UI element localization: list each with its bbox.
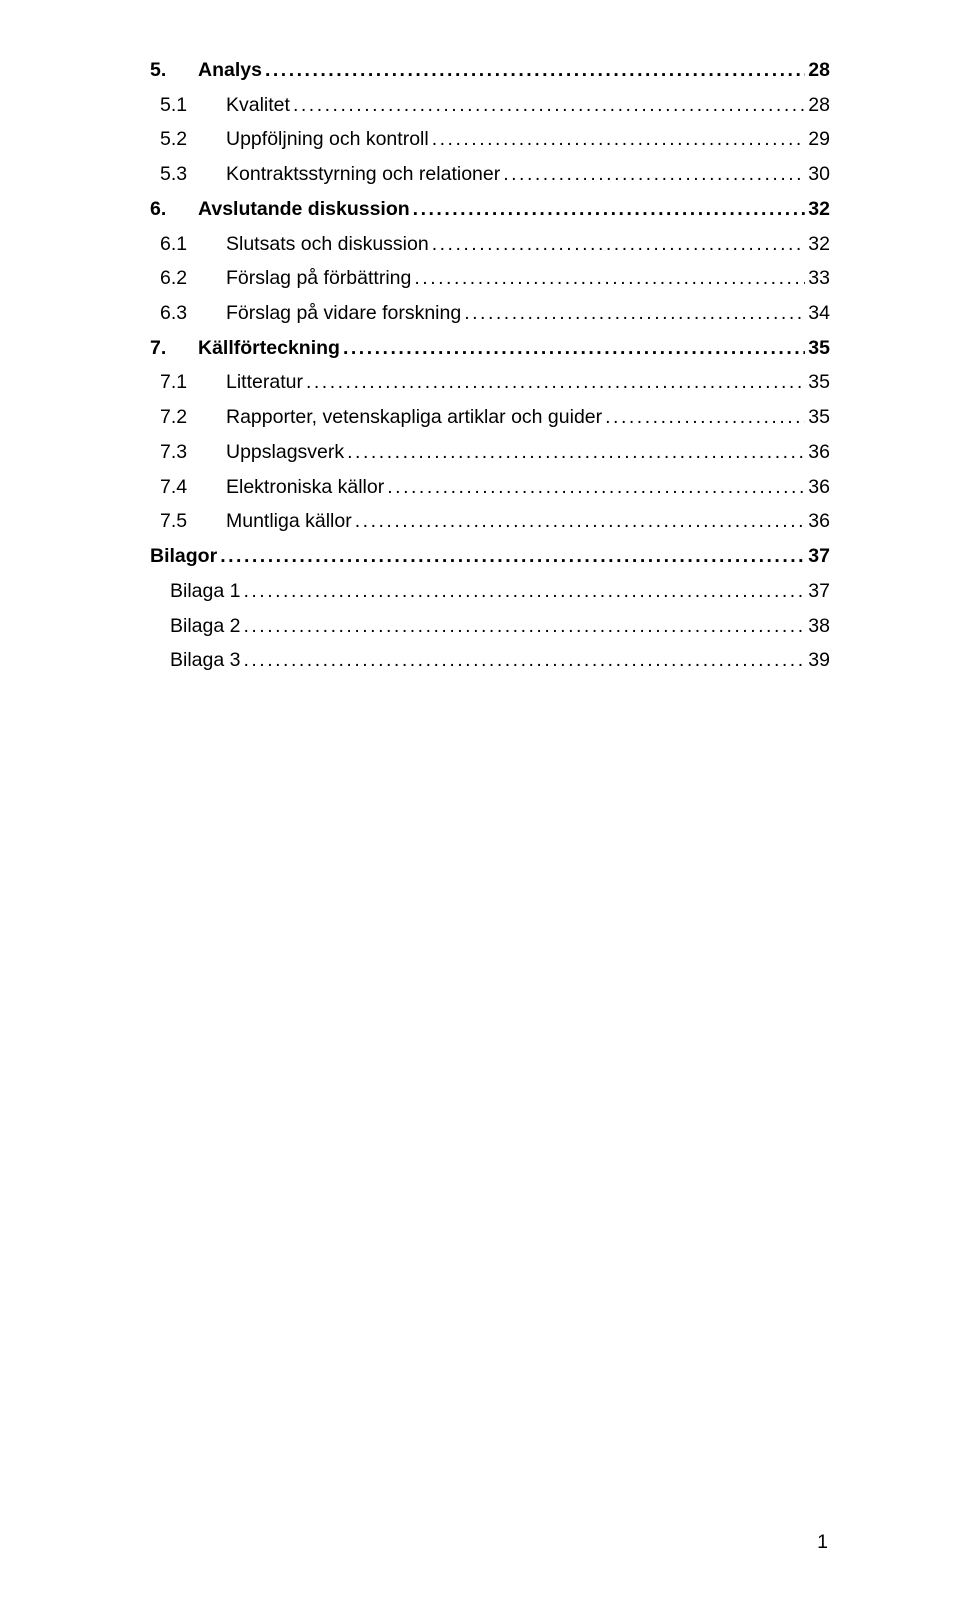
toc-leader-dots: ........................................… (605, 402, 805, 432)
toc-entry-page: 36 (808, 437, 830, 467)
toc-entry-title: Förslag på förbättring (226, 263, 411, 293)
toc-entry-title: Bilaga 2 (170, 611, 240, 641)
toc-entry-page: 28 (808, 55, 830, 85)
toc-entry: 7.Källförteckning.......................… (150, 333, 830, 363)
toc-entry-number: 5.1 (150, 90, 226, 120)
toc-entry-title: Bilagor (150, 541, 217, 571)
toc-entry-page: 37 (808, 541, 830, 571)
toc-leader-dots: ........................................… (347, 437, 805, 467)
toc-entry-title: Litteratur (226, 367, 303, 397)
toc-entry-number: 5.2 (150, 124, 226, 154)
toc-entry-number: 6.3 (150, 298, 226, 328)
toc-entry-number: 6.1 (150, 229, 226, 259)
toc-entry-page: 32 (808, 229, 830, 259)
page-number: 1 (817, 1527, 828, 1557)
toc-entry: 7.4Elektroniska källor..................… (150, 472, 830, 502)
toc-leader-dots: ........................................… (503, 159, 805, 189)
toc-entry: 6.Avslutande diskussion.................… (150, 194, 830, 224)
toc-entry-page: 38 (808, 611, 830, 641)
toc-leader-dots: ........................................… (293, 90, 805, 120)
toc-entry-title: Förslag på vidare forskning (226, 298, 461, 328)
toc-entry: 7.3Uppslagsverk.........................… (150, 437, 830, 467)
toc-entry-title: Avslutande diskussion (198, 194, 410, 224)
toc-entry-number: 7.3 (150, 437, 226, 467)
toc-leader-dots: ........................................… (413, 194, 806, 224)
toc-entry: 6.2Förslag på förbättring...............… (150, 263, 830, 293)
toc-entry-page: 29 (808, 124, 830, 154)
toc-leader-dots: ........................................… (243, 611, 805, 641)
toc-entry-page: 36 (808, 472, 830, 502)
toc-entry-title: Analys (198, 55, 262, 85)
toc-entry-number: 5.3 (150, 159, 226, 189)
toc-entry: 6.1Slutsats och diskussion..............… (150, 229, 830, 259)
toc-entry-title: Uppföljning och kontroll (226, 124, 429, 154)
toc-entry-page: 35 (808, 402, 830, 432)
toc-entry-title: Kvalitet (226, 90, 290, 120)
toc-leader-dots: ........................................… (432, 124, 806, 154)
toc-entry: 7.1Litteratur...........................… (150, 367, 830, 397)
toc-entry: Bilaga 3................................… (150, 645, 830, 675)
toc-entry: 5.3Kontraktsstyrning och relationer.....… (150, 159, 830, 189)
table-of-contents: 5.Analys................................… (150, 55, 830, 675)
toc-entry: 5.2Uppföljning och kontroll.............… (150, 124, 830, 154)
toc-entry: Bilaga 1................................… (150, 576, 830, 606)
toc-entry: Bilagor.................................… (150, 541, 830, 571)
toc-leader-dots: ........................................… (243, 576, 805, 606)
toc-leader-dots: ........................................… (306, 367, 805, 397)
toc-entry: 6.3Förslag på vidare forskning..........… (150, 298, 830, 328)
toc-entry-title: Kontraktsstyrning och relationer (226, 159, 500, 189)
toc-entry-number: 7.4 (150, 472, 226, 502)
toc-entry: 5.Analys................................… (150, 55, 830, 85)
toc-entry-title: Bilaga 1 (170, 576, 240, 606)
toc-entry-page: 28 (808, 90, 830, 120)
document-page: 5.Analys................................… (0, 0, 960, 1617)
toc-entry: 7.2Rapporter, vetenskapliga artiklar och… (150, 402, 830, 432)
toc-entry-page: 33 (808, 263, 830, 293)
toc-leader-dots: ........................................… (387, 472, 805, 502)
toc-entry-number: 7.1 (150, 367, 226, 397)
toc-entry-number: 6.2 (150, 263, 226, 293)
toc-leader-dots: ........................................… (464, 298, 805, 328)
toc-entry-title: Muntliga källor (226, 506, 352, 536)
toc-entry-title: Elektroniska källor (226, 472, 384, 502)
toc-entry-page: 35 (808, 367, 830, 397)
toc-entry: 7.5Muntliga källor......................… (150, 506, 830, 536)
toc-leader-dots: ........................................… (414, 263, 805, 293)
toc-entry-title: Slutsats och diskussion (226, 229, 429, 259)
toc-entry-number: 7.5 (150, 506, 226, 536)
toc-entry-title: Rapporter, vetenskapliga artiklar och gu… (226, 402, 602, 432)
toc-entry: 5.1Kvalitet.............................… (150, 90, 830, 120)
toc-entry-page: 35 (808, 333, 830, 363)
toc-entry-page: 36 (808, 506, 830, 536)
toc-entry-number: 5. (150, 55, 198, 85)
toc-leader-dots: ........................................… (355, 506, 806, 536)
toc-leader-dots: ........................................… (432, 229, 806, 259)
toc-entry-page: 34 (808, 298, 830, 328)
toc-leader-dots: ........................................… (343, 333, 805, 363)
toc-entry-page: 32 (808, 194, 830, 224)
toc-leader-dots: ........................................… (243, 645, 805, 675)
toc-entry-title: Källförteckning (198, 333, 340, 363)
toc-entry-number: 6. (150, 194, 198, 224)
toc-entry-title: Bilaga 3 (170, 645, 240, 675)
toc-entry-number: 7. (150, 333, 198, 363)
toc-entry-page: 37 (808, 576, 830, 606)
toc-entry-number: 7.2 (150, 402, 226, 432)
toc-leader-dots: ........................................… (220, 541, 805, 571)
toc-entry-page: 30 (808, 159, 830, 189)
toc-leader-dots: ........................................… (265, 55, 805, 85)
toc-entry: Bilaga 2................................… (150, 611, 830, 641)
toc-entry-title: Uppslagsverk (226, 437, 344, 467)
toc-entry-page: 39 (808, 645, 830, 675)
